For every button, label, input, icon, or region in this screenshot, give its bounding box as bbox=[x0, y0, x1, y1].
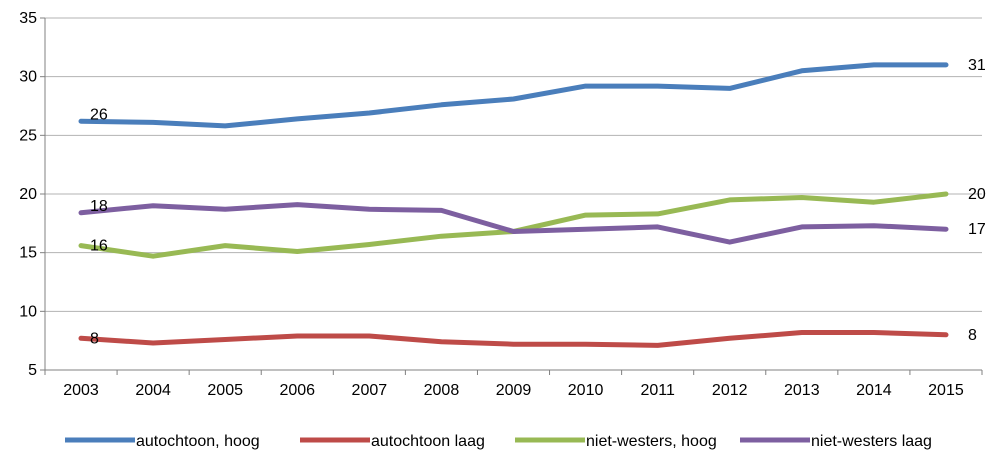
y-tick-label: 15 bbox=[19, 245, 37, 262]
data-label: 26 bbox=[90, 106, 108, 123]
axis-layer: 5 10 15 20 25 30 35 2003 2004 2005 2006 2007 2008 200… bbox=[19, 10, 983, 399]
x-tick-label: 2004 bbox=[135, 382, 171, 399]
x-tick-label: 2003 bbox=[63, 382, 99, 399]
y-tick-label: 30 bbox=[19, 69, 37, 86]
legend-label: autochtoon laag bbox=[371, 433, 485, 450]
series-line-niet-westers-laag bbox=[78, 202, 949, 245]
x-tick-label: 2007 bbox=[352, 382, 388, 399]
grid-layer bbox=[45, 17, 982, 312]
data-label: 16 bbox=[90, 238, 108, 255]
data-label: 20 bbox=[968, 186, 986, 203]
y-tick-label: 25 bbox=[19, 127, 37, 144]
y-tick-label: 20 bbox=[19, 186, 37, 203]
legend: autochtoon, hoog autochtoon laag niet-west… bbox=[65, 433, 932, 450]
y-tick-label: 5 bbox=[28, 362, 37, 379]
x-tick-label: 2014 bbox=[856, 382, 892, 399]
x-tick-label: 2005 bbox=[207, 382, 243, 399]
legend-label: niet-westers, hoog bbox=[586, 433, 717, 450]
legend-label: autochtoon, hoog bbox=[136, 433, 260, 450]
data-label: 17 bbox=[968, 221, 986, 238]
legend-label: niet-westers laag bbox=[811, 433, 932, 450]
data-label-layer: 26 31 8 8 16 20 18 17 bbox=[90, 57, 986, 347]
x-tick-label: 2006 bbox=[279, 382, 315, 399]
x-tick-label: 2013 bbox=[784, 382, 820, 399]
data-label: 8 bbox=[90, 330, 99, 347]
x-tick-label: 2008 bbox=[424, 382, 460, 399]
data-label: 8 bbox=[968, 327, 977, 344]
x-tick-label: 2011 bbox=[640, 382, 675, 399]
x-tick-label: 2012 bbox=[712, 382, 748, 399]
y-tick-label: 10 bbox=[19, 303, 37, 320]
x-tick-label: 2009 bbox=[496, 382, 532, 399]
data-label: 31 bbox=[968, 57, 986, 74]
series-line-autochtoon-laag bbox=[78, 330, 949, 348]
x-tick-label: 2010 bbox=[568, 382, 604, 399]
x-tick-label: 2015 bbox=[928, 382, 964, 399]
series-layer bbox=[78, 62, 949, 348]
y-tick-label: 35 bbox=[19, 10, 37, 27]
series-line-autochtoon-hoog bbox=[78, 62, 949, 129]
data-label: 18 bbox=[90, 198, 108, 215]
